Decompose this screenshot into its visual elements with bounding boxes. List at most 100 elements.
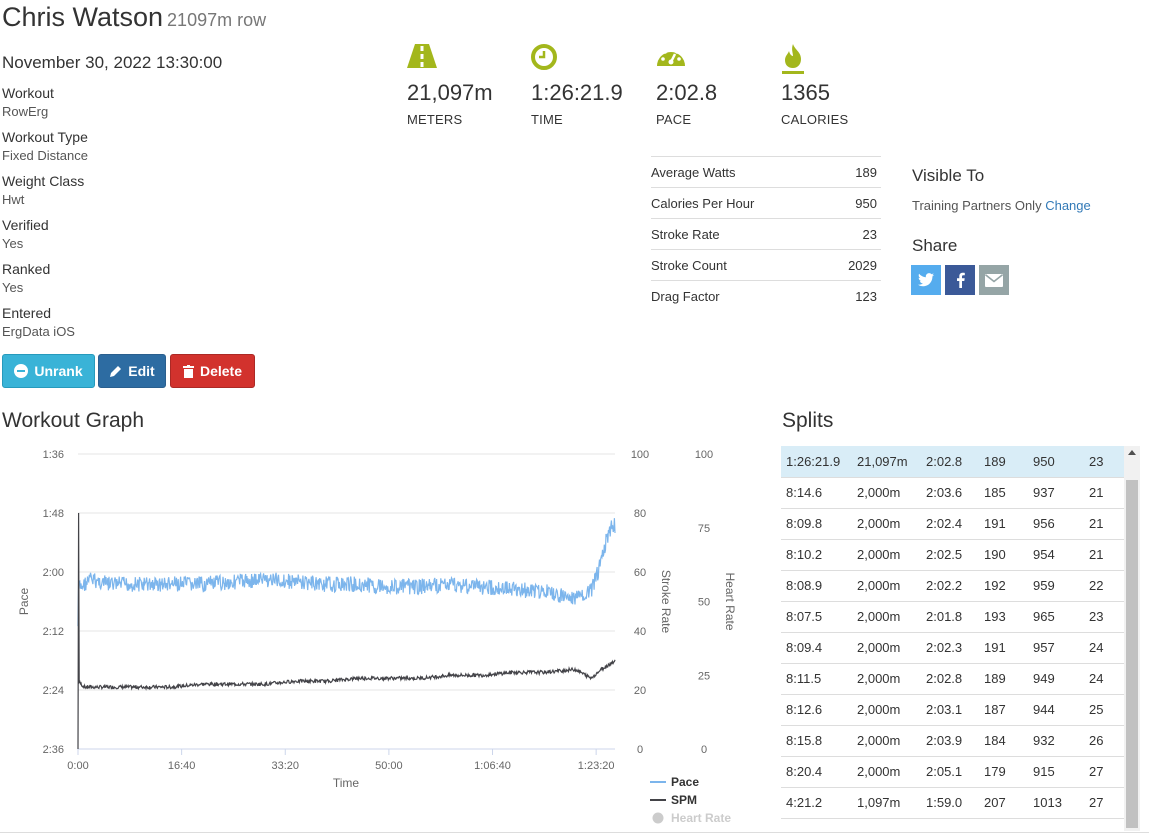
share-heading: Share bbox=[912, 236, 958, 255]
split-cell: 184 bbox=[979, 725, 1028, 757]
split-cell: 185 bbox=[979, 477, 1028, 509]
legend-swatch bbox=[652, 812, 664, 824]
split-cell: 8:09.8 bbox=[781, 508, 852, 540]
split-cell: 189 bbox=[979, 446, 1028, 478]
split-cell: 8:15.8 bbox=[781, 725, 852, 757]
split-cell: 944 bbox=[1028, 694, 1084, 726]
split-cell: 8:20.4 bbox=[781, 756, 852, 788]
stat-value: 1:26:21.9 bbox=[531, 80, 623, 105]
split-cell: 1013 bbox=[1028, 787, 1084, 819]
email-icon bbox=[985, 273, 1003, 287]
edit-button[interactable]: Edit bbox=[98, 354, 166, 388]
table-row: Average Watts 189 bbox=[651, 156, 881, 188]
stat-label: METERS bbox=[407, 112, 463, 127]
detail-label: Stroke Rate bbox=[651, 218, 826, 250]
split-cell: 4:21.2 bbox=[781, 787, 852, 819]
split-cell: 27 bbox=[1084, 787, 1124, 819]
scrollbar-thumb[interactable] bbox=[1126, 480, 1138, 828]
split-cell: 949 bbox=[1028, 663, 1084, 695]
workout-graph-heading: Workout Graph bbox=[2, 409, 145, 432]
detail-value: 2029 bbox=[825, 249, 881, 281]
share-facebook-button[interactable] bbox=[945, 265, 975, 295]
split-cell: 191 bbox=[979, 632, 1028, 664]
splits-panel[interactable]: 1:26:21.9 21,097m 2:02.8 189 950 23 8:14.6 2,00… bbox=[781, 446, 1141, 831]
x-tick-label: 1:23:20 bbox=[578, 760, 615, 772]
split-cell: 1,097m bbox=[852, 787, 921, 819]
split-cell: 2:02.4 bbox=[921, 508, 979, 540]
split-row: 1:26:21.9 21,097m 2:02.8 189 950 23 bbox=[781, 446, 1124, 478]
stat-label: TIME bbox=[531, 112, 563, 127]
split-row: 8:15.8 2,000m 2:03.9 184 932 26 bbox=[781, 725, 1124, 757]
table-row: Drag Factor 123 bbox=[651, 280, 881, 312]
y-left-tick-label: 2:24 bbox=[43, 685, 64, 697]
meta-value: Fixed Distance bbox=[2, 148, 88, 163]
unrank-button[interactable]: Unrank bbox=[2, 354, 95, 388]
x-axis-label: Time bbox=[333, 776, 360, 790]
splits-heading: Splits bbox=[782, 409, 834, 432]
delete-button[interactable]: Delete bbox=[170, 354, 255, 388]
detail-label: Average Watts bbox=[651, 156, 826, 188]
y-right1-axis-label: Stroke Rate bbox=[659, 570, 673, 634]
spm-series-line bbox=[77, 512, 616, 750]
split-cell: 25 bbox=[1084, 694, 1124, 726]
split-cell: 937 bbox=[1028, 477, 1084, 509]
split-cell: 2:01.8 bbox=[921, 601, 979, 633]
visibility-text: Training Partners Only bbox=[912, 198, 1042, 213]
split-cell: 8:09.4 bbox=[781, 632, 852, 664]
split-cell: 190 bbox=[979, 539, 1028, 571]
split-cell: 8:14.6 bbox=[781, 477, 852, 509]
legend-label: SPM bbox=[671, 793, 697, 807]
split-cell: 189 bbox=[979, 663, 1028, 695]
workout-meta: Workout RowErg Workout Type Fixed Distan… bbox=[2, 84, 202, 341]
split-cell: 193 bbox=[979, 601, 1028, 633]
y-left-tick-label: 2:12 bbox=[43, 626, 64, 638]
split-cell: 22 bbox=[1084, 570, 1124, 602]
y-left-tick-label: 1:48 bbox=[43, 508, 64, 520]
split-cell: 2,000m bbox=[852, 570, 921, 602]
split-cell: 2,000m bbox=[852, 508, 921, 540]
share-twitter-button[interactable] bbox=[911, 265, 941, 295]
split-cell: 207 bbox=[979, 787, 1028, 819]
split-cell: 1:26:21.9 bbox=[781, 446, 852, 478]
split-cell: 191 bbox=[979, 508, 1028, 540]
split-cell: 179 bbox=[979, 756, 1028, 788]
meta-value: ErgData iOS bbox=[2, 324, 75, 339]
meta-label: Ranked bbox=[2, 261, 51, 277]
y-right2-tick-label: 100 bbox=[695, 449, 713, 461]
stat-meters: 21,097m METERS bbox=[407, 44, 527, 127]
detail-value: 189 bbox=[825, 156, 881, 188]
split-cell: 2,000m bbox=[852, 694, 921, 726]
y-left-tick-label: 2:36 bbox=[43, 744, 64, 756]
legend-label: Pace bbox=[671, 775, 699, 789]
split-cell: 27 bbox=[1084, 756, 1124, 788]
split-row: 8:20.4 2,000m 2:05.1 179 915 27 bbox=[781, 756, 1124, 788]
split-cell: 8:10.2 bbox=[781, 539, 852, 571]
stat-time: 1:26:21.9 TIME bbox=[531, 44, 651, 127]
split-row: 8:07.5 2,000m 2:01.8 193 965 23 bbox=[781, 601, 1124, 633]
split-cell: 915 bbox=[1028, 756, 1084, 788]
y-right1-tick-label: 60 bbox=[634, 567, 646, 579]
table-row: Stroke Rate 23 bbox=[651, 218, 881, 250]
stat-calories: 1365 CALORIES bbox=[781, 44, 901, 127]
y-left-axis-label: Pace bbox=[17, 588, 31, 616]
workout-date: November 30, 2022 13:30:00 bbox=[2, 53, 223, 72]
facebook-icon bbox=[956, 272, 965, 288]
split-cell: 24 bbox=[1084, 632, 1124, 664]
split-cell: 21 bbox=[1084, 477, 1124, 509]
split-cell: 21 bbox=[1084, 539, 1124, 571]
visible-to-heading: Visible To bbox=[912, 166, 985, 185]
pencil-icon bbox=[110, 365, 122, 377]
split-cell: 2,000m bbox=[852, 632, 921, 664]
scroll-up-arrow-icon[interactable] bbox=[1128, 450, 1136, 455]
table-row: Calories Per Hour 950 bbox=[651, 187, 881, 219]
split-row: 8:10.2 2,000m 2:02.5 190 954 21 bbox=[781, 539, 1124, 571]
split-row: 8:11.5 2,000m 2:02.8 189 949 24 bbox=[781, 663, 1124, 695]
split-cell: 2,000m bbox=[852, 477, 921, 509]
splits-scrollbar[interactable] bbox=[1124, 446, 1140, 831]
split-cell: 192 bbox=[979, 570, 1028, 602]
y-right1-tick-label: 40 bbox=[634, 626, 646, 638]
change-visibility-link[interactable]: Change bbox=[1045, 198, 1091, 213]
share-email-button[interactable] bbox=[979, 265, 1009, 295]
split-cell: 2:03.1 bbox=[921, 694, 979, 726]
split-cell: 8:07.5 bbox=[781, 601, 852, 633]
